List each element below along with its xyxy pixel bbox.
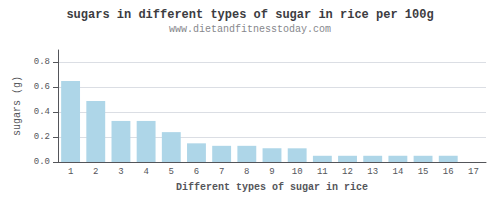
svg-text:12: 12 (342, 167, 353, 177)
svg-text:0.6: 0.6 (34, 82, 50, 92)
svg-text:11: 11 (317, 167, 328, 177)
svg-text:3: 3 (118, 167, 123, 177)
svg-text:0.2: 0.2 (34, 132, 50, 142)
svg-text:16: 16 (443, 167, 454, 177)
svg-text:4: 4 (143, 167, 148, 177)
svg-text:0.0: 0.0 (34, 157, 50, 167)
svg-text:6: 6 (194, 167, 199, 177)
svg-text:17: 17 (468, 167, 479, 177)
svg-text:5: 5 (169, 167, 174, 177)
svg-text:2: 2 (93, 167, 98, 177)
svg-text:9: 9 (269, 167, 274, 177)
svg-text:0.8: 0.8 (34, 57, 50, 67)
svg-text:Different types of sugar in ri: Different types of sugar in rice (176, 182, 368, 193)
svg-text:1: 1 (68, 167, 73, 177)
svg-text:15: 15 (418, 167, 429, 177)
svg-text:sugars (g): sugars (g) (12, 76, 23, 136)
svg-text:14: 14 (392, 167, 403, 177)
svg-text:sugars in different types of s: sugars in different types of sugar in ri… (66, 8, 433, 22)
svg-text:10: 10 (292, 167, 303, 177)
svg-text:13: 13 (367, 167, 378, 177)
svg-text:8: 8 (244, 167, 249, 177)
svg-text:www.dietandfitnesstoday.com: www.dietandfitnesstoday.com (169, 24, 331, 35)
svg-text:7: 7 (219, 167, 224, 177)
svg-text:0.4: 0.4 (34, 107, 50, 117)
